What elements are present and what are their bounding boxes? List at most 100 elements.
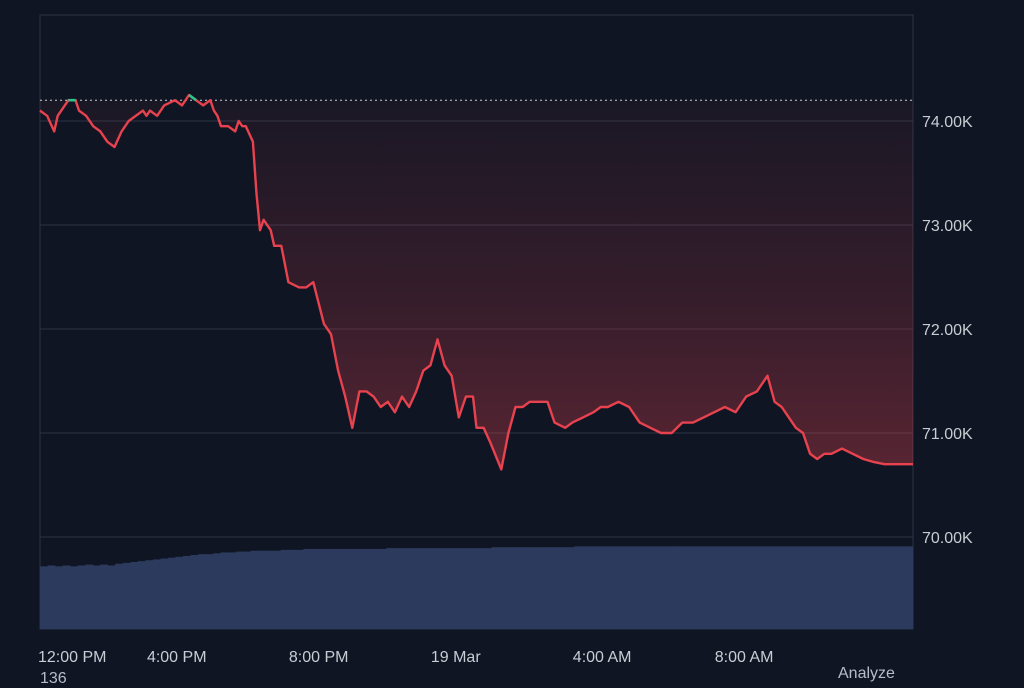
volume-bar — [905, 546, 914, 629]
volume-bar — [596, 546, 605, 629]
volume-bar — [724, 546, 733, 629]
volume-bar — [867, 546, 876, 629]
volume-bar — [280, 549, 289, 629]
volume-bar — [687, 546, 696, 629]
volume-bar — [747, 546, 756, 629]
volume-bar — [657, 546, 666, 629]
volume-bar — [378, 548, 387, 629]
volume-bar — [423, 548, 432, 629]
footer-left-text: 136 — [40, 670, 67, 687]
volume-bar — [754, 546, 763, 629]
volume-bar — [438, 548, 447, 629]
volume-bar — [453, 548, 462, 629]
volume-bar — [401, 548, 410, 629]
volume-bar — [702, 546, 711, 629]
price-line-up-segment — [188, 93, 197, 102]
volume-bar — [175, 556, 184, 629]
volume-bar — [882, 546, 891, 629]
volume-bar — [92, 565, 101, 629]
y-tick-label: 70.00K — [922, 530, 973, 547]
volume-bar — [732, 546, 741, 629]
volume-bar — [363, 548, 372, 629]
volume-bar — [785, 546, 793, 629]
volume-bar — [815, 546, 824, 629]
volume-bar — [122, 562, 131, 629]
volume-bar — [62, 565, 71, 629]
x-tick-label: 8:00 PM — [289, 649, 349, 666]
price-line — [39, 93, 913, 471]
volume-bar — [40, 566, 48, 629]
volume-bar — [551, 547, 560, 629]
y-tick-label: 73.00K — [922, 218, 973, 235]
volume-bar — [604, 546, 613, 629]
volume-bar — [182, 555, 191, 629]
area-fill — [40, 100, 913, 470]
volume-bar — [559, 547, 568, 629]
volume-bar — [649, 546, 658, 629]
x-tick-label: 4:00 AM — [573, 649, 632, 666]
volume-bar — [220, 552, 229, 629]
volume-bar — [566, 547, 575, 629]
volume-bar — [107, 565, 116, 629]
y-tick-label: 74.00K — [922, 114, 973, 131]
volume-bar — [544, 547, 553, 629]
volume-bar — [167, 557, 176, 629]
volume-bar — [160, 558, 169, 629]
volume-bar — [115, 563, 124, 629]
volume-bar — [739, 546, 748, 629]
volume-bar — [611, 546, 620, 629]
volume-bar — [55, 566, 63, 629]
volume-bar — [371, 548, 380, 629]
volume-bar — [130, 562, 139, 629]
volume-bar — [258, 550, 267, 629]
volume-bar — [70, 566, 79, 629]
y-tick-label: 71.00K — [922, 426, 973, 443]
volume-bar — [536, 547, 545, 629]
volume-bar — [408, 548, 417, 629]
volume-bar — [250, 550, 259, 629]
volume-bar — [341, 548, 349, 629]
volume-bar — [830, 546, 839, 629]
volume-bar — [822, 546, 831, 629]
volume-bar — [777, 546, 786, 629]
volume-bar — [664, 546, 673, 629]
volume-bar — [717, 546, 726, 629]
volume-bar — [860, 546, 869, 629]
volume-bar — [589, 546, 598, 629]
volume-bar — [77, 565, 86, 629]
volume-bar — [85, 564, 94, 629]
volume-bar — [506, 547, 515, 629]
volume-bar — [228, 552, 237, 629]
volume-bar — [461, 548, 470, 629]
volume-bar — [499, 547, 508, 629]
volume-bar — [770, 546, 778, 629]
volume-bar — [476, 548, 485, 629]
analyze-link[interactable]: Analyze — [838, 665, 895, 682]
volume-bar — [807, 546, 816, 629]
volume-bar — [356, 548, 365, 629]
volume-bar — [634, 546, 643, 629]
volume-bar — [642, 546, 650, 629]
volume-bar — [581, 546, 590, 629]
volume-bar — [243, 551, 252, 629]
volume-bar — [348, 548, 357, 629]
volume-bar — [446, 548, 455, 629]
volume-bar — [672, 546, 681, 629]
volume-bar — [333, 548, 342, 629]
volume-bar — [273, 550, 282, 629]
volume-bar — [137, 561, 146, 629]
volume-bar — [100, 564, 109, 629]
volume-bar — [627, 546, 635, 629]
volume-bar — [386, 548, 395, 629]
x-tick-label: 8:00 AM — [715, 649, 774, 666]
volume-bar — [145, 560, 154, 629]
volume-bar — [318, 548, 327, 629]
volume-bar — [303, 548, 312, 629]
volume-bar — [310, 548, 319, 629]
volume-bar — [431, 548, 440, 629]
volume-bar — [205, 554, 214, 629]
volume-bar — [845, 546, 854, 629]
volume-bar — [574, 546, 583, 629]
